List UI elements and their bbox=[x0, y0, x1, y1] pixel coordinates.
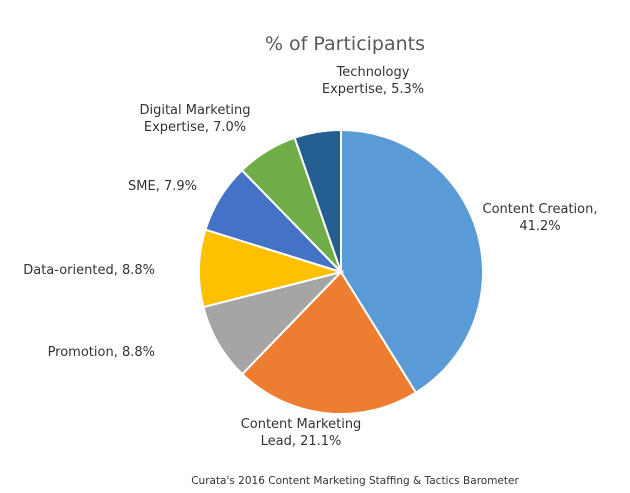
slice-label-content-marketing-lead: Content Marketing Lead, 21.1% bbox=[241, 417, 362, 449]
slice-label-sme: SME, 7.9% bbox=[128, 179, 197, 194]
slice-label-data-oriented: Data-oriented, 8.8% bbox=[23, 263, 155, 278]
pie-slice-technology-expertise bbox=[293, 128, 342, 273]
pie-slice-content-marketing-lead bbox=[240, 270, 418, 416]
slice-label-content-creation: Content Creation, 41.2% bbox=[483, 202, 598, 234]
pie-slice-content-creation bbox=[340, 128, 484, 395]
source-caption: Curata's 2016 Content Marketing Staffing… bbox=[191, 475, 519, 487]
slice-label-technology-expertise: Technology Expertise, 5.3% bbox=[322, 65, 424, 97]
chart-title: % of Participants bbox=[265, 33, 425, 55]
slice-labels: Content Creation, 41.2% Content Marketing L… bbox=[23, 65, 597, 449]
slice-label-digital-marketing-expertise: Digital Marketing Expertise, 7.0% bbox=[139, 103, 250, 135]
pie-slices bbox=[198, 128, 484, 416]
slice-label-promotion: Promotion, 8.8% bbox=[48, 345, 155, 360]
